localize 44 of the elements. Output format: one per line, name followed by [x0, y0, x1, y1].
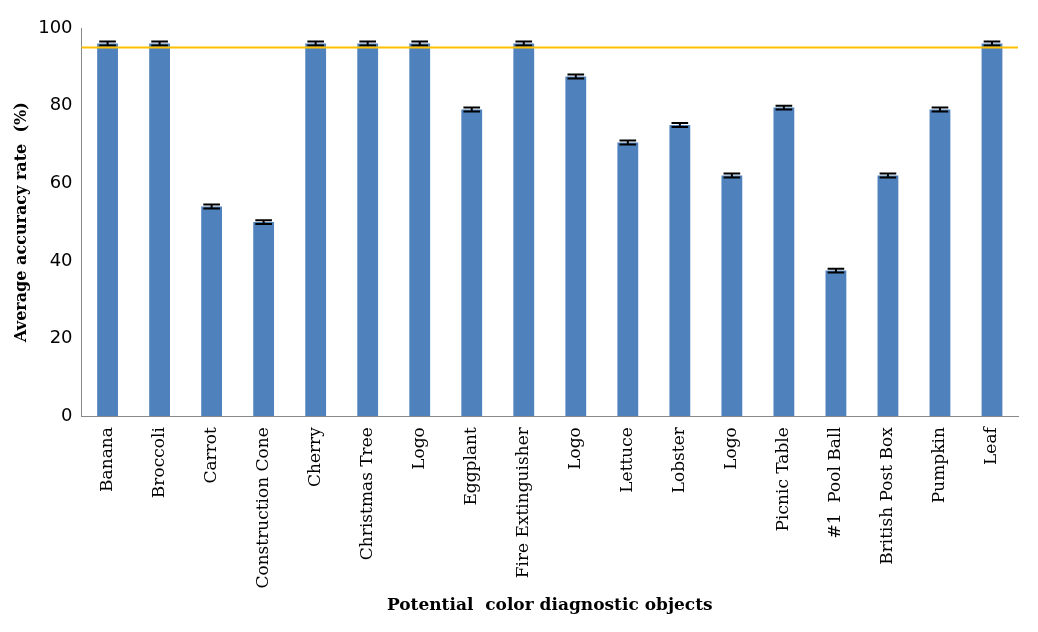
- x-tick-label: Fire Extinguisher: [512, 426, 533, 579]
- x-tick-label: Logo: [720, 427, 741, 470]
- bar: [981, 43, 1003, 417]
- bar: [409, 43, 431, 417]
- x-tick-label: British Post Box: [876, 426, 897, 565]
- bar: [97, 43, 118, 417]
- x-tick-label: Lobster: [668, 426, 689, 494]
- bar: [929, 109, 951, 417]
- bar: [357, 43, 379, 417]
- x-axis-title: Potential color diagnostic objects: [386, 594, 713, 615]
- bar: [305, 43, 327, 417]
- x-tick-label: Carrot: [200, 426, 221, 484]
- x-tick-label: Construction Cone: [252, 427, 273, 589]
- y-tick-label: 20: [49, 326, 73, 348]
- bar: [565, 76, 587, 417]
- bar: [513, 43, 535, 417]
- bar: [461, 109, 483, 417]
- y-tick-label: 60: [49, 170, 73, 192]
- x-tick-label: Logo: [564, 427, 585, 470]
- x-tick-label: Broccoli: [148, 426, 169, 499]
- x-tick-label: Christmas Tree: [356, 427, 377, 561]
- bar: [617, 142, 639, 417]
- bar: [877, 175, 899, 417]
- x-tick-label: Eggplant: [460, 426, 481, 506]
- x-tick-label: Logo: [408, 427, 429, 470]
- x-tick-label: Picnic Table: [772, 427, 793, 532]
- bar: [773, 107, 795, 417]
- y-axis-title: Average accuracy rate (%): [10, 102, 30, 343]
- x-tick-label: Pumpkin: [928, 427, 949, 504]
- y-tick-label: 100: [38, 15, 73, 37]
- bar: [825, 270, 847, 417]
- x-tick-label: #1 Pool Ball: [824, 427, 845, 539]
- bar: [721, 175, 743, 417]
- bar: [149, 43, 170, 417]
- x-tick-label: Banana: [95, 427, 116, 492]
- x-tick-label: Lettuce: [616, 427, 637, 493]
- bar: [201, 206, 223, 417]
- x-tick-label: Cherry: [304, 426, 325, 488]
- y-tick-label: 80: [49, 93, 73, 115]
- x-tick-label: Leaf: [980, 425, 1001, 465]
- bar: [253, 222, 275, 417]
- y-tick-label: 40: [49, 248, 73, 270]
- y-tick-label: 0: [61, 403, 73, 425]
- bar: [669, 125, 691, 417]
